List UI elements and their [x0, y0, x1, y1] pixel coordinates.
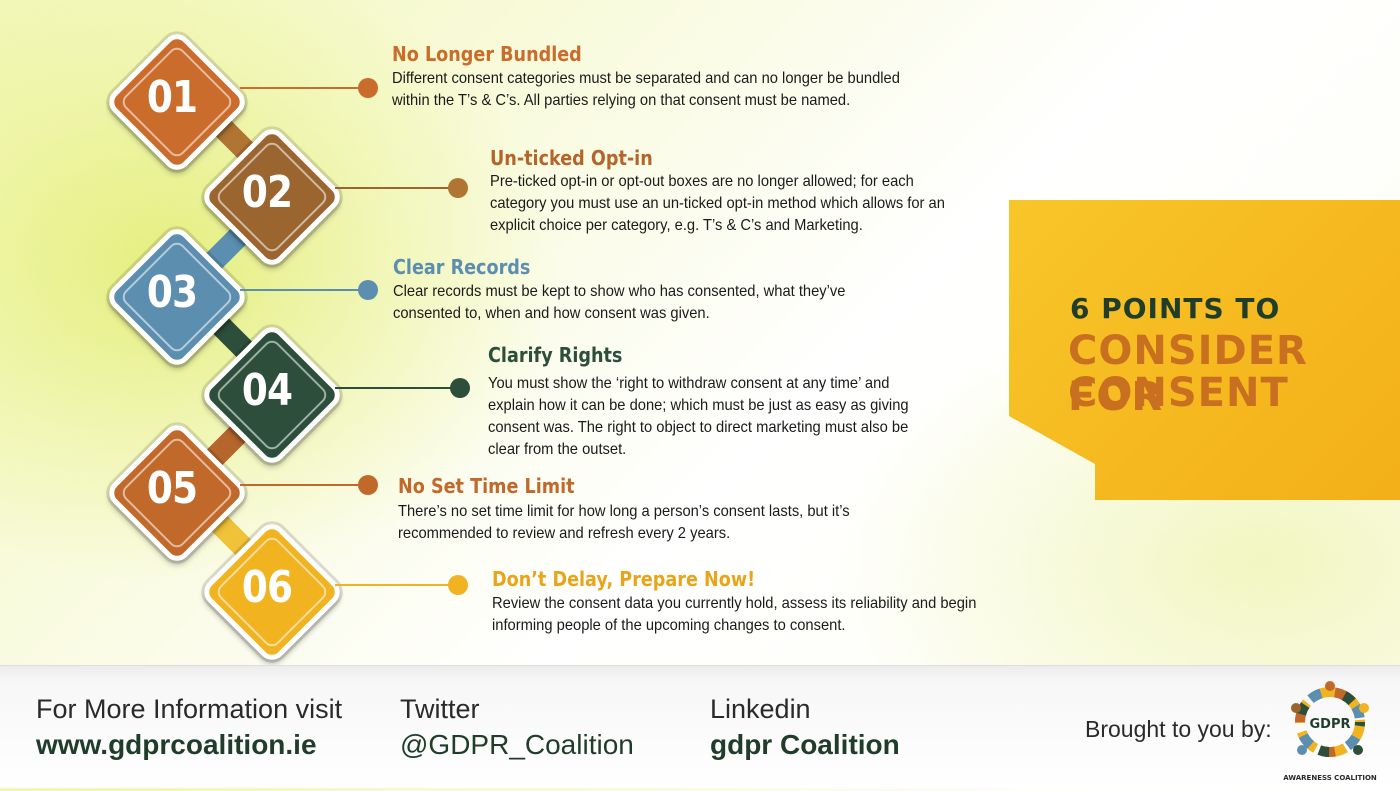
brought-to-you-by: Brought to you by:	[1085, 716, 1272, 742]
website-link[interactable]: www.gdprcoalition.ie	[36, 729, 317, 760]
pointer-dot-04	[450, 378, 470, 398]
pointer-line-03	[240, 289, 366, 291]
point-body-02: Pre-ticked opt-in or opt-out boxes are n…	[490, 173, 945, 234]
point-title-01: No Longer Bundled	[392, 42, 582, 66]
point-number-06: 06	[241, 562, 293, 613]
panel-title-line3: CONSENT	[1068, 370, 1289, 416]
point-number-01: 01	[146, 72, 198, 123]
pointer-line-02	[335, 187, 457, 189]
pointer-dot-02	[448, 178, 468, 198]
pointer-line-06	[335, 584, 457, 586]
pointer-dot-03	[358, 280, 378, 300]
pointer-dot-05	[358, 475, 378, 495]
point-number-03: 03	[146, 267, 198, 318]
logo-text: GDPR	[1310, 717, 1351, 732]
point-body-01: Different consent categories must be sep…	[392, 70, 900, 109]
gdpr-coalition-logo: GDPR AWARENESS COALITION	[1280, 676, 1380, 786]
footer	[0, 665, 1400, 788]
point-body-04: You must show the ‘right to withdraw con…	[488, 375, 909, 458]
logo-subtext: AWARENESS COALITION	[1283, 774, 1377, 782]
pointer-dot-01	[358, 78, 378, 98]
pointer-line-01	[240, 87, 366, 89]
point-number-04: 04	[241, 365, 293, 416]
point-title-04: Clarify Rights	[488, 343, 623, 367]
pointer-dot-06	[448, 575, 468, 595]
infographic: 01 No Longer Bundled Different consent c…	[0, 0, 1400, 665]
point-number-05: 05	[146, 463, 198, 514]
linkedin-label: Linkedin	[710, 694, 811, 724]
website-label: For More Information visit	[36, 694, 343, 724]
point-title-06: Don’t Delay, Prepare Now!	[492, 567, 756, 591]
logo-figures-icon	[1291, 681, 1369, 757]
point-number-02: 02	[241, 167, 293, 218]
point-title-03: Clear Records	[393, 255, 531, 279]
twitter-label: Twitter	[400, 694, 480, 724]
title-panel	[1009, 200, 1400, 500]
pointer-line-04	[335, 387, 459, 389]
point-body-03: Clear records must be kept to show who h…	[393, 283, 846, 322]
point-body-06: Review the consent data you currently ho…	[492, 595, 977, 634]
point-title-02: Un-ticked Opt-in	[490, 146, 653, 170]
panel-title-line2: CONSIDER FOR	[1068, 328, 1308, 420]
twitter-link[interactable]: @GDPR_Coalition	[400, 729, 634, 760]
linkedin-link[interactable]: gdpr Coalition	[710, 729, 900, 760]
pointer-line-05	[240, 484, 366, 486]
panel-title-line1: 6 POINTS TO	[1070, 292, 1281, 325]
point-title-05: No Set Time Limit	[398, 474, 575, 498]
point-body-05: There’s no set time limit for how long a…	[398, 503, 850, 542]
